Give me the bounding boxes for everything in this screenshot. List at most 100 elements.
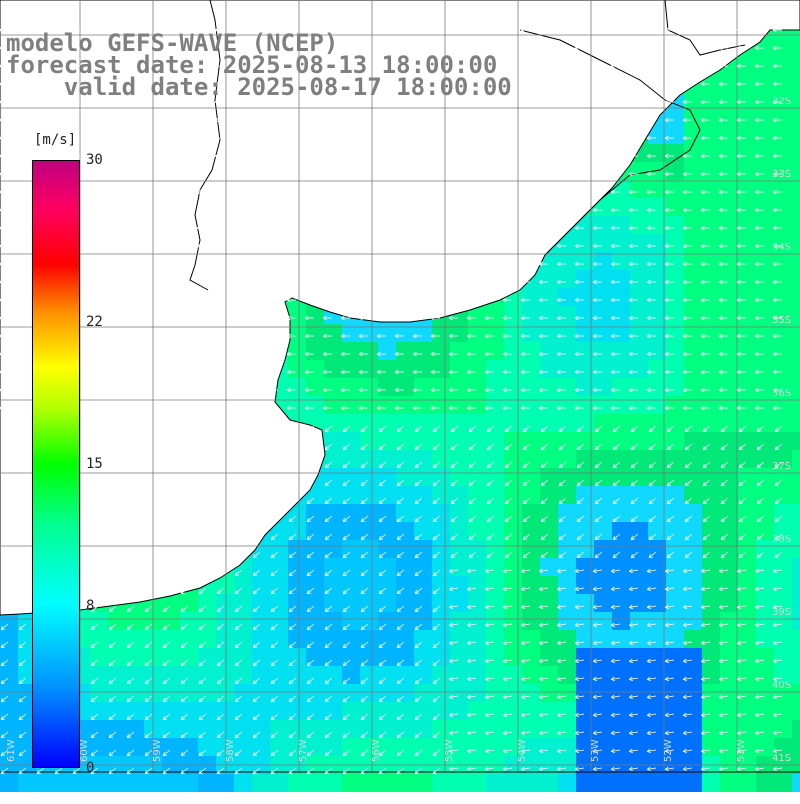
wind-arrow (180, 695, 189, 703)
wind-arrow (180, 515, 189, 523)
wind-arrow (610, 568, 621, 574)
wind-arrow (106, 99, 116, 105)
wind-speed-cell (522, 360, 540, 378)
wind-speed-cell (576, 468, 594, 486)
wind-speed-cell (648, 774, 666, 792)
wind-speed-cell (594, 504, 612, 522)
wind-speed-cell (738, 558, 756, 576)
wind-speed-cell (612, 378, 630, 396)
wind-arrow (124, 171, 134, 177)
wind-arrow (772, 622, 783, 628)
wind-arrow (628, 171, 638, 177)
wind-arrow (754, 171, 764, 177)
wind-speed-cell (486, 324, 504, 342)
wind-arrow (234, 515, 243, 523)
wind-arrow (682, 640, 693, 646)
wind-speed-cell (342, 738, 360, 756)
wind-speed-cell (252, 720, 270, 738)
wind-arrow (484, 45, 494, 51)
wind-arrow (108, 425, 117, 433)
wind-speed-cell (450, 720, 468, 738)
wind-arrow (432, 641, 441, 649)
wind-arrow (376, 243, 386, 249)
wind-speed-cell (756, 306, 774, 324)
wind-arrow (414, 515, 423, 523)
wind-speed-cell (288, 504, 306, 522)
wind-speed-cell (630, 630, 648, 648)
wind-arrow (736, 640, 747, 646)
wind-arrow (342, 695, 351, 703)
wind-speed-cell (288, 576, 306, 594)
wind-arrow (574, 243, 584, 249)
wind-speed-cell (504, 720, 522, 738)
wind-arrow (16, 297, 26, 303)
wind-arrow (340, 63, 350, 69)
wind-arrow (612, 461, 621, 469)
wind-arrow (502, 99, 512, 105)
wind-arrow (592, 63, 602, 69)
wind-arrow (736, 297, 746, 303)
wind-arrow (450, 425, 459, 433)
wind-arrow (558, 551, 567, 559)
wind-arrow (232, 333, 242, 339)
wind-arrow (144, 731, 153, 739)
wind-speed-cell (738, 378, 756, 396)
wind-speed-cell (684, 324, 702, 342)
wind-speed-cell (612, 702, 630, 720)
wind-arrow (772, 297, 782, 303)
wind-arrow (70, 27, 80, 33)
wind-arrow (502, 766, 513, 772)
wind-arrow (306, 731, 315, 739)
wind-arrow (700, 45, 710, 51)
wind-arrow (142, 297, 152, 303)
wind-arrow (628, 117, 638, 123)
wind-speed-cell (360, 666, 378, 684)
wind-arrow (610, 171, 620, 177)
wind-arrow (126, 695, 135, 703)
wind-speed-cell (774, 252, 792, 270)
wind-speed-cell (360, 360, 378, 378)
wind-arrow (430, 297, 440, 303)
wind-arrow (718, 81, 728, 87)
wind-speed-cell (414, 594, 432, 612)
wind-arrow (18, 605, 27, 613)
wind-arrow (520, 135, 530, 141)
wind-speed-cell (90, 774, 108, 792)
wind-speed-cell (468, 594, 486, 612)
wind-arrow (520, 748, 531, 754)
wind-arrow (448, 171, 458, 177)
wind-arrow (270, 515, 279, 523)
wind-speed-cell (540, 288, 558, 306)
wind-arrow (700, 676, 711, 682)
wind-arrow (252, 605, 261, 613)
wind-arrow (430, 189, 440, 195)
wind-speed-cell (774, 288, 792, 306)
wind-arrow (754, 135, 764, 141)
wind-arrow (288, 731, 297, 739)
wind-arrow (592, 27, 602, 33)
wind-speed-cell (324, 522, 342, 540)
wind-arrow (432, 695, 441, 703)
wind-arrow (646, 766, 657, 772)
wind-arrow (180, 461, 189, 469)
wind-arrow (646, 387, 656, 393)
wind-speed-cell (324, 342, 342, 360)
wind-arrow (376, 27, 386, 33)
wind-arrow (502, 333, 512, 339)
wind-speed-cell (342, 612, 360, 630)
wind-speed-cell (756, 486, 774, 504)
wind-speed-cell (306, 540, 324, 558)
wind-speed-cell (522, 666, 540, 684)
wind-arrow (592, 351, 602, 357)
wind-arrow (754, 243, 764, 249)
wind-arrow (556, 676, 567, 682)
wind-speed-cell (360, 342, 378, 360)
wind-speed-cell (90, 702, 108, 720)
wind-arrow (448, 640, 459, 646)
wind-arrow (610, 261, 620, 267)
wind-arrow (754, 586, 765, 592)
wind-arrow (304, 279, 314, 285)
wind-arrow (108, 749, 117, 757)
wind-arrow (162, 515, 171, 523)
wind-arrow (502, 63, 512, 69)
